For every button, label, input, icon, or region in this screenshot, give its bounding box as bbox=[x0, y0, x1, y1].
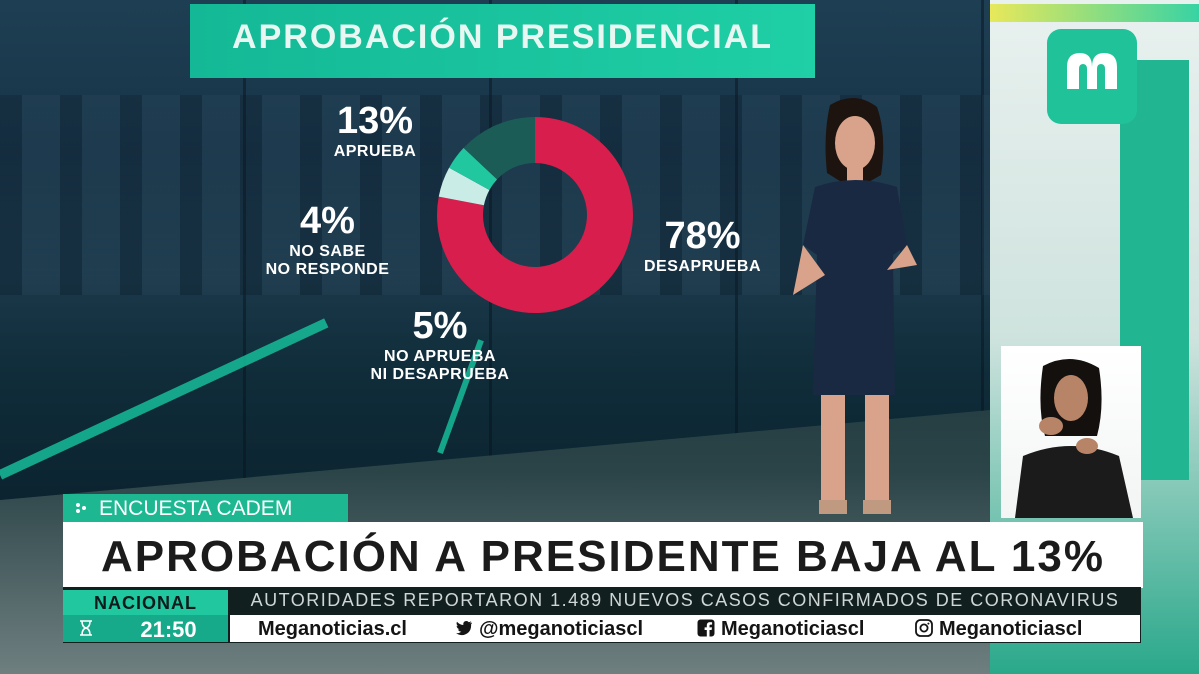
stat-approve-pct: 13% bbox=[336, 100, 414, 142]
ticker-text: AUTORIDADES REPORTARON 1.489 NUEVOS CASO… bbox=[250, 590, 1120, 610]
instagram-icon bbox=[915, 619, 933, 637]
stat-approve: 13% APRUEBA bbox=[310, 100, 440, 161]
stat-neutral-label-1: NO APRUEBA bbox=[384, 348, 496, 365]
stat-neutral-label-2: NI DESAPRUEBA bbox=[370, 366, 510, 383]
facebook-handle-text: Meganoticiascl bbox=[721, 618, 865, 640]
instagram-handle[interactable]: Meganoticiascl bbox=[915, 618, 1082, 641]
presenter bbox=[793, 97, 917, 514]
graphic-title-bar: APROBACIÓN PRESIDENCIAL bbox=[190, 4, 815, 78]
stat-disapprove-label: DESAPRUEBA bbox=[643, 258, 761, 275]
stat-no-answer-label-2: NO RESPONDE bbox=[265, 261, 390, 278]
stat-neutral: 5% NO APRUEBA NI DESAPRUEBA bbox=[365, 305, 515, 384]
stat-no-answer-label-1: NO SABE bbox=[289, 243, 366, 260]
stat-disapprove-pct: 78% bbox=[664, 215, 741, 257]
facebook-icon bbox=[697, 619, 715, 637]
social-bar: Meganoticias.cl @meganoticiascl Meganoti… bbox=[230, 615, 1140, 642]
stat-no-answer-pct: 4% bbox=[300, 200, 355, 242]
stat-neutral-pct: 5% bbox=[412, 305, 468, 347]
instagram-handle-text: Meganoticiascl bbox=[939, 618, 1083, 640]
donut-slice-ni-aprueba bbox=[438, 167, 490, 206]
graphic-title: APROBACIÓN PRESIDENCIAL bbox=[232, 18, 773, 56]
headline-text: APROBACIÓN A PRESIDENTE BAJA AL 13% bbox=[101, 532, 1105, 581]
stat-approve-label: APRUEBA bbox=[333, 143, 417, 160]
source-badge-label: ENCUESTA CADEM bbox=[99, 497, 293, 520]
mega-logo-icon bbox=[1067, 53, 1117, 89]
dots-icon bbox=[76, 503, 86, 513]
source-badge: ENCUESTA CADEM bbox=[63, 494, 348, 522]
clock: 21:50 bbox=[63, 615, 228, 642]
donut-slice-aprueba bbox=[463, 117, 535, 180]
sign-language-window bbox=[1001, 346, 1141, 518]
donut-slice-no-sabe bbox=[449, 147, 498, 190]
section-label: NACIONAL bbox=[94, 593, 197, 613]
studio-stripe bbox=[990, 4, 1199, 22]
clock-time: 21:50 bbox=[140, 617, 197, 642]
donut-slice-desaprueba bbox=[437, 117, 633, 313]
interpreter bbox=[1015, 358, 1133, 518]
headline-bar: APROBACIÓN A PRESIDENTE BAJA AL 13% bbox=[63, 522, 1143, 588]
hourglass-icon bbox=[80, 620, 92, 636]
twitter-handle[interactable]: @meganoticiascl bbox=[455, 618, 643, 641]
approval-donut-chart bbox=[437, 117, 633, 313]
stat-disapprove: 78% DESAPRUEBA bbox=[640, 215, 765, 276]
twitter-icon bbox=[455, 621, 472, 636]
stat-no-answer: 4% NO SABE NO RESPONDE bbox=[245, 200, 410, 279]
section-tag: NACIONAL bbox=[63, 590, 228, 615]
website-link[interactable]: Meganoticias.cl bbox=[258, 618, 407, 640]
facebook-handle[interactable]: Meganoticiascl bbox=[697, 618, 864, 641]
twitter-handle-text: @meganoticiascl bbox=[479, 618, 644, 640]
